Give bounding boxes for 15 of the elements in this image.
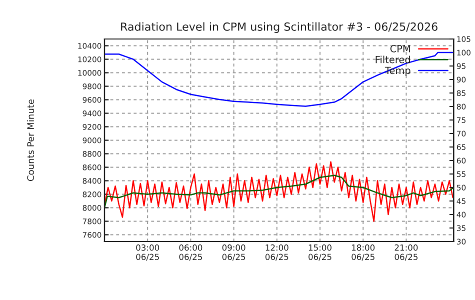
- x-tick-label: 03:00 06/25: [136, 244, 160, 261]
- x-tick-label: 09:00 06/25: [222, 244, 246, 261]
- legend-label: Temp: [384, 66, 410, 76]
- chart-title: Radiation Level in CPM using Scintillator #3 - 06/25/2026: [121, 22, 438, 33]
- x-tick-label: 12:00 06/25: [265, 244, 288, 261]
- line-series: [104, 52, 454, 107]
- x-tick-label: 06:00 06/25: [179, 244, 202, 261]
- x-tick-label: 21:00 06/25: [394, 244, 418, 261]
- line-series: [104, 174, 454, 208]
- y-axis-title: Counts Per Minute: [27, 99, 34, 181]
- legend-label: Filtered: [376, 56, 410, 64]
- line-series: [104, 161, 454, 222]
- legend-label: CPM: [390, 45, 410, 52]
- x-tick-label: 15:00 06/25: [308, 244, 332, 261]
- x-tick-label: 18:00 06/25: [352, 244, 375, 261]
